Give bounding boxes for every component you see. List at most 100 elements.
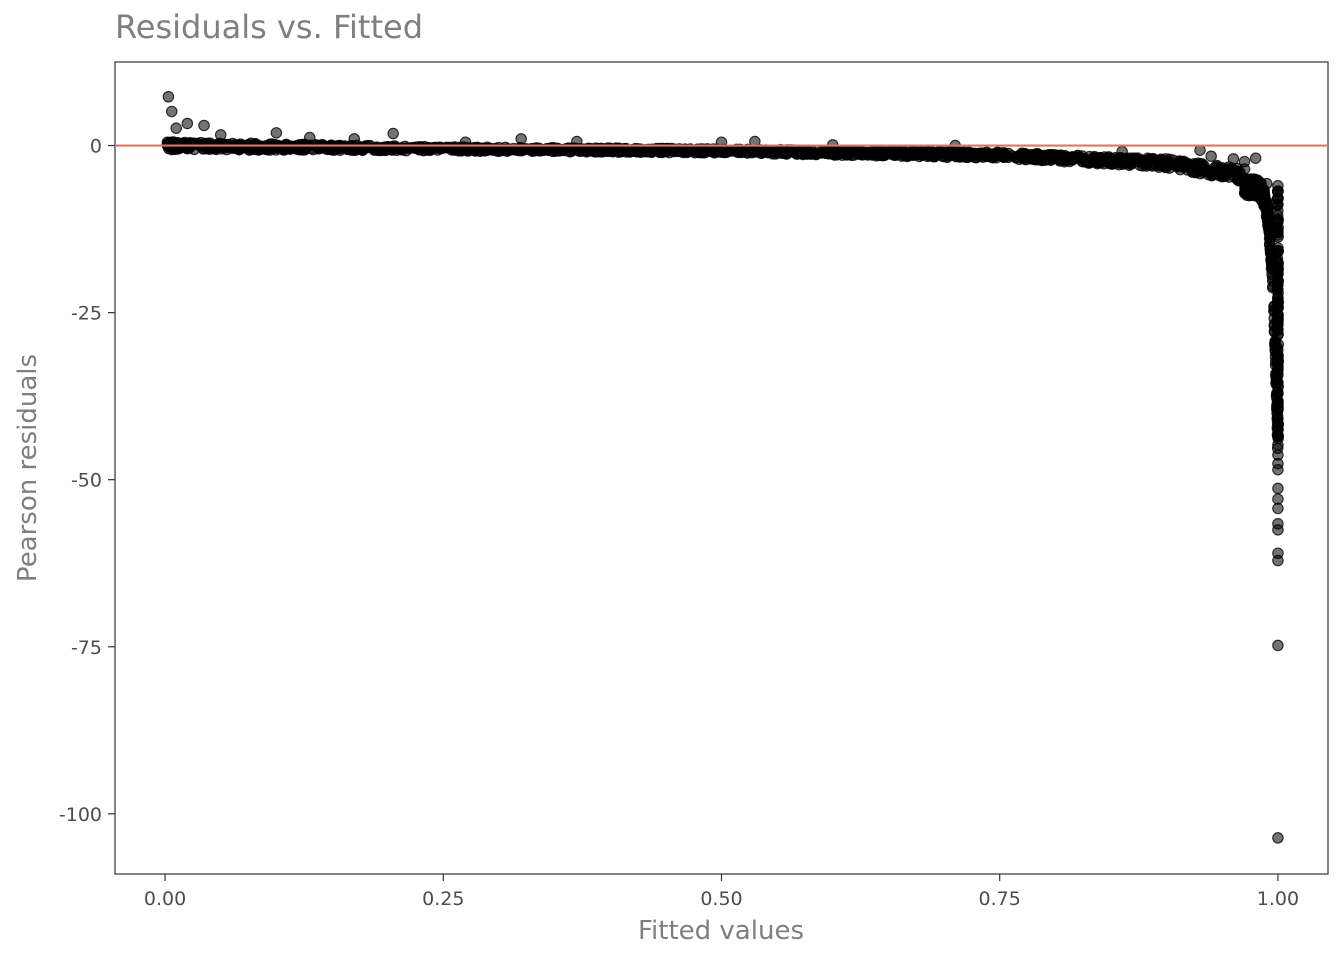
data-point [528, 145, 541, 157]
x-tick-label: 0.00 [144, 888, 186, 910]
data-point [645, 146, 658, 159]
data-point [1272, 388, 1284, 400]
x-axis: 0.00 0.25 0.50 0.75 1.00 [144, 874, 1299, 910]
data-point [198, 119, 210, 132]
data-point [815, 147, 828, 159]
data-point [1272, 832, 1284, 844]
data-point [828, 149, 841, 161]
data-point [1116, 145, 1128, 158]
data-point [1216, 169, 1228, 182]
data-point [1272, 554, 1284, 567]
data-point [1241, 176, 1253, 189]
data-point [474, 144, 486, 157]
y-tick-label: -100 [59, 804, 102, 826]
data-point [604, 145, 617, 158]
data-point [492, 143, 505, 156]
data-point [870, 146, 883, 159]
data-point [1047, 152, 1060, 164]
data-point [1238, 155, 1251, 168]
data-point [1199, 163, 1212, 176]
data-point [1272, 185, 1284, 198]
data-point [1272, 296, 1284, 309]
data-point [1170, 159, 1182, 172]
data-point [1271, 428, 1284, 441]
data-point [1271, 376, 1284, 389]
chart-title: Residuals vs. Fitted [115, 8, 423, 46]
points-layer [161, 91, 1285, 844]
data-point [1272, 463, 1284, 476]
data-point [1119, 157, 1131, 169]
data-point [303, 131, 316, 144]
data-point [1104, 152, 1116, 164]
x-tick-label: 0.50 [700, 888, 742, 910]
data-point [855, 148, 868, 161]
data-point [1153, 161, 1165, 173]
data-point [691, 143, 704, 156]
data-point [181, 137, 194, 150]
data-point [1272, 354, 1284, 366]
data-point [656, 146, 668, 159]
data-point [734, 146, 746, 158]
data-point [1272, 524, 1284, 536]
data-point [1271, 314, 1284, 327]
data-point [1272, 439, 1284, 451]
data-point [1187, 166, 1199, 178]
data-point [1005, 149, 1018, 162]
data-point [1249, 152, 1262, 164]
data-point [1272, 639, 1284, 652]
data-point [1272, 198, 1284, 210]
data-point [1089, 152, 1101, 164]
data-point [1272, 502, 1284, 515]
data-point [170, 122, 182, 134]
data-point [166, 105, 178, 118]
data-point [618, 143, 631, 156]
data-point [888, 149, 900, 161]
data-point [778, 146, 790, 159]
data-point [1272, 328, 1284, 340]
data-point [348, 133, 361, 145]
y-tick-label: 0 [90, 136, 102, 158]
y-tick-label: -25 [71, 303, 102, 325]
data-point [565, 144, 578, 157]
data-point [749, 135, 761, 148]
data-point [515, 133, 527, 145]
x-tick-label: 0.25 [422, 888, 464, 910]
y-tick-label: -50 [71, 470, 102, 492]
plot-panel [114, 61, 1329, 875]
data-point [1261, 209, 1274, 222]
data-point [1258, 196, 1271, 208]
data-point [801, 148, 813, 160]
data-point [913, 146, 925, 158]
y-axis: 0 -25 -50 -75 -100 [59, 136, 115, 826]
data-point [671, 144, 684, 157]
y-axis-label: Pearson residuals [13, 354, 43, 582]
data-point [1272, 482, 1284, 495]
data-point [1205, 150, 1217, 162]
x-axis-label: Fitted values [638, 916, 804, 946]
data-point [181, 117, 194, 130]
data-point [210, 143, 222, 156]
data-point [1272, 268, 1284, 280]
data-point [214, 129, 227, 141]
data-point [434, 141, 446, 154]
data-point [162, 91, 175, 103]
data-point [931, 148, 944, 161]
data-point [1272, 257, 1284, 270]
data-point [1272, 244, 1284, 257]
data-point [405, 142, 418, 154]
y-tick-label: -75 [71, 637, 102, 659]
data-point [1063, 153, 1076, 165]
data-point [1271, 283, 1284, 296]
data-point [1271, 213, 1284, 226]
x-tick-label: 0.75 [979, 888, 1021, 910]
data-point [233, 142, 246, 154]
data-point [755, 147, 768, 159]
data-point [954, 151, 966, 163]
data-point [1261, 177, 1273, 190]
data-point [387, 127, 399, 140]
data-point [1130, 153, 1142, 165]
data-point [1076, 152, 1089, 165]
data-point [1016, 149, 1029, 162]
data-point [1272, 418, 1284, 431]
